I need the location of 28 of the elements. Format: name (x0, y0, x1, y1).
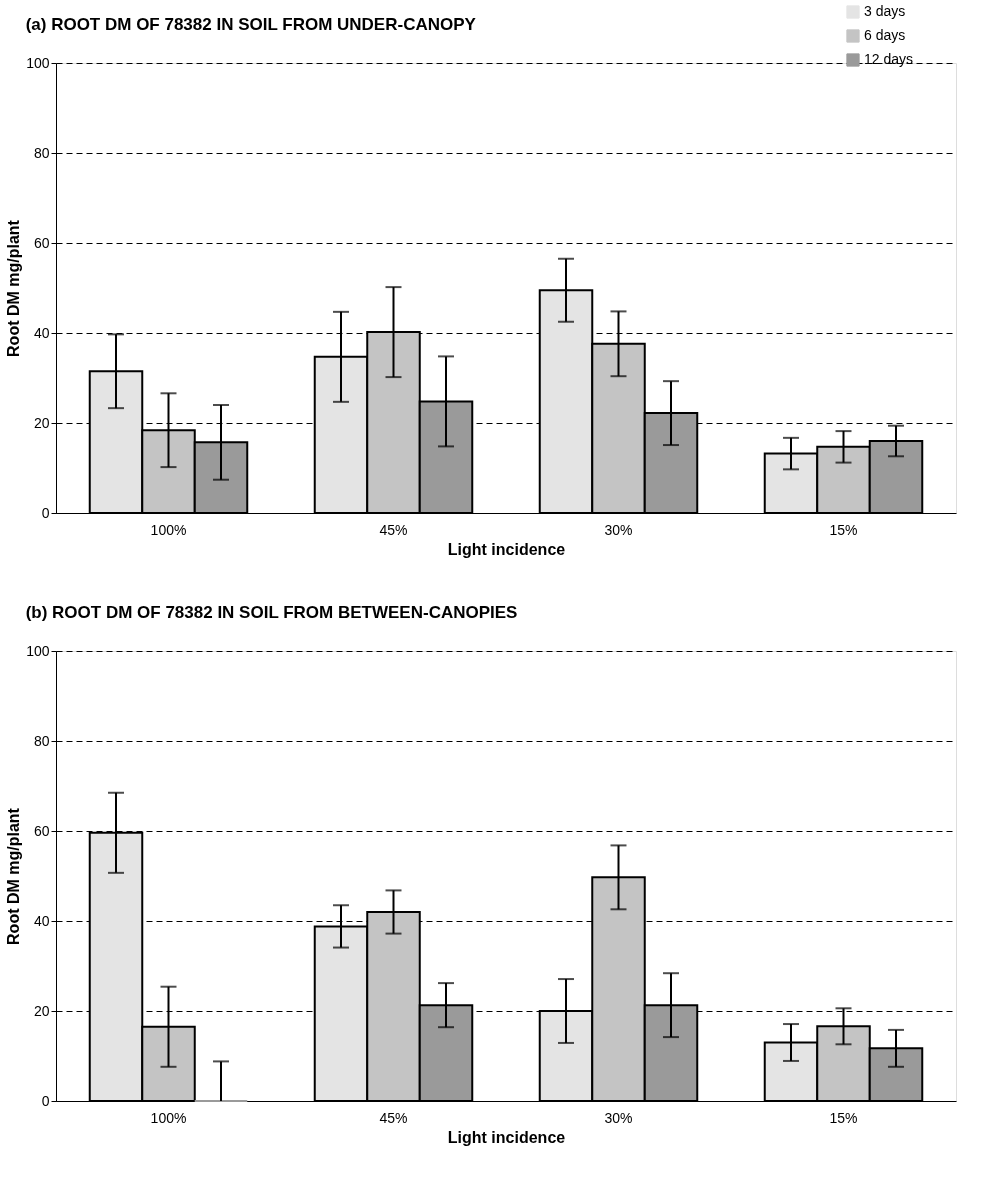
x-tick-label: 15% (829, 1109, 858, 1126)
y-tick-label: 80 (33, 732, 50, 749)
y-tick-label: 40 (33, 324, 50, 341)
x-tick-label: 45% (379, 521, 408, 538)
x-tick-label: 30% (604, 1109, 633, 1126)
y-tick-label: 40 (33, 912, 50, 929)
legend-label: 3 days (864, 3, 906, 19)
y-tick-label: 0 (41, 1092, 50, 1109)
y-tick-label: 100 (26, 642, 50, 659)
y-tick-label: 80 (33, 144, 50, 161)
x-axis-title: Light incidence (447, 1128, 566, 1146)
y-axis-title: Root DM mg/plant (5, 807, 23, 945)
x-tick-label: 100% (150, 1109, 187, 1126)
chart-title: (a) ROOT DM OF 78382 IN SOIL FROM UNDER-CANOPY (25, 15, 477, 34)
x-tick-label: 45% (379, 1109, 408, 1126)
legend-label: 6 days (864, 27, 906, 43)
x-axis-title: Light incidence (447, 540, 566, 558)
chart-title: (b) ROOT DM OF 78382 IN SOIL FROM BETWEEN-CANOPIES (25, 603, 518, 622)
y-axis-title: Root DM mg/plant (5, 219, 23, 357)
x-tick-label: 100% (150, 521, 187, 538)
x-tick-label: 30% (604, 521, 633, 538)
y-tick-label: 60 (33, 822, 50, 839)
y-tick-label: 20 (33, 1002, 50, 1019)
y-tick-label: 100 (26, 54, 50, 71)
y-tick-label: 60 (33, 234, 50, 251)
x-tick-label: 15% (829, 521, 858, 538)
y-tick-label: 0 (41, 504, 50, 521)
y-tick-label: 20 (33, 414, 50, 431)
